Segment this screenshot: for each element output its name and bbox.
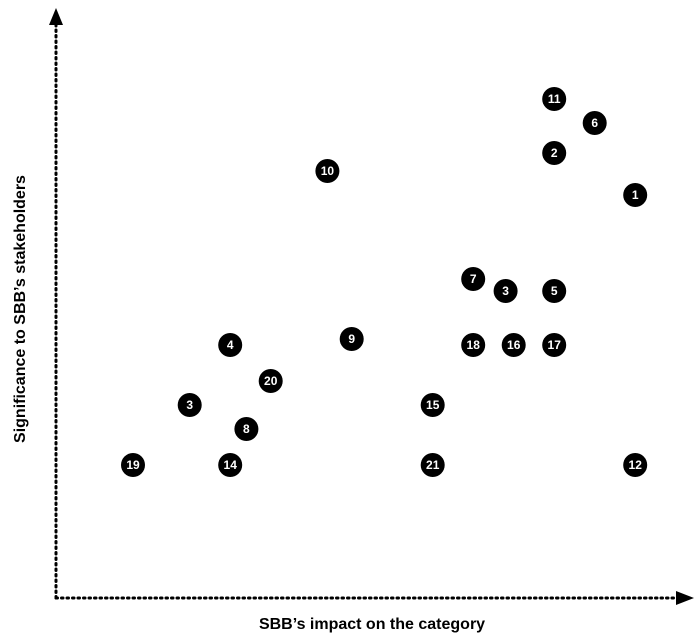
data-point-marker [542,87,567,111]
data-point: 18 [461,333,486,357]
x-axis-arrow [676,591,694,605]
data-point-label: 14 [224,458,238,472]
data-point: 7 [461,267,486,291]
data-point-label: 4 [227,338,234,352]
data-point-label: 1 [632,188,639,202]
data-point-marker [258,369,283,393]
data-point-marker [218,453,243,477]
data-point-label: 18 [467,338,481,352]
data-point: 9 [339,327,364,351]
data-point-marker [542,279,567,303]
data-point-marker [218,333,243,357]
x-axis-title: SBB’s impact on the category [259,616,485,633]
data-point-marker [420,453,445,477]
data-point-marker [501,333,526,357]
data-point: 11 [542,87,567,111]
data-point: 2 [542,141,567,165]
data-point: 10 [315,159,340,183]
data-point-label: 11 [548,92,561,106]
data-point-marker [542,141,567,165]
data-point: 4 [218,333,243,357]
data-point-marker [339,327,364,351]
data-point-label: 21 [426,458,440,472]
data-point-label: 16 [507,338,521,352]
data-point: 1 [623,183,648,207]
data-point-label: 19 [126,458,140,472]
data-point: 15 [420,393,445,417]
y-axis-title: Significance to SBB’s stakeholders [12,175,29,443]
data-point-marker [542,333,567,357]
data-point-marker [582,111,607,135]
data-point-marker [461,267,486,291]
data-point: 19 [121,453,145,477]
data-point-label: 9 [348,332,355,346]
data-point-marker [461,333,486,357]
data-point-label: 12 [629,458,643,472]
data-point: 3 [177,393,202,417]
data-point-marker [315,159,340,183]
data-point: 17 [542,333,567,357]
y-axis-arrow [49,8,63,25]
data-point-marker [420,393,445,417]
data-point: 14 [218,453,243,477]
data-point: 6 [582,111,607,135]
data-point: 5 [542,279,567,303]
data-point-label: 3 [186,398,193,412]
data-point-marker [121,453,145,477]
data-point-label: 10 [321,164,335,178]
data-point-label: 5 [551,284,558,298]
data-point: 20 [258,369,283,393]
data-point-label: 7 [470,272,477,286]
data-point-marker [623,183,648,207]
data-point-label: 20 [264,374,278,388]
data-point-marker [234,417,259,441]
data-point-marker [493,279,518,303]
data-point: 12 [623,453,648,477]
data-point: 21 [420,453,445,477]
data-point: 8 [234,417,259,441]
data-point-label: 3 [502,284,509,298]
data-point-label: 6 [591,116,598,130]
data-point-marker [177,393,202,417]
data-point: 16 [501,333,526,357]
data-point-label: 2 [551,146,558,160]
data-point: 3 [493,279,518,303]
data-point-label: 17 [548,338,562,352]
data-point-label: 15 [426,398,440,412]
data-point-label: 8 [243,422,250,436]
data-point-marker [623,453,648,477]
